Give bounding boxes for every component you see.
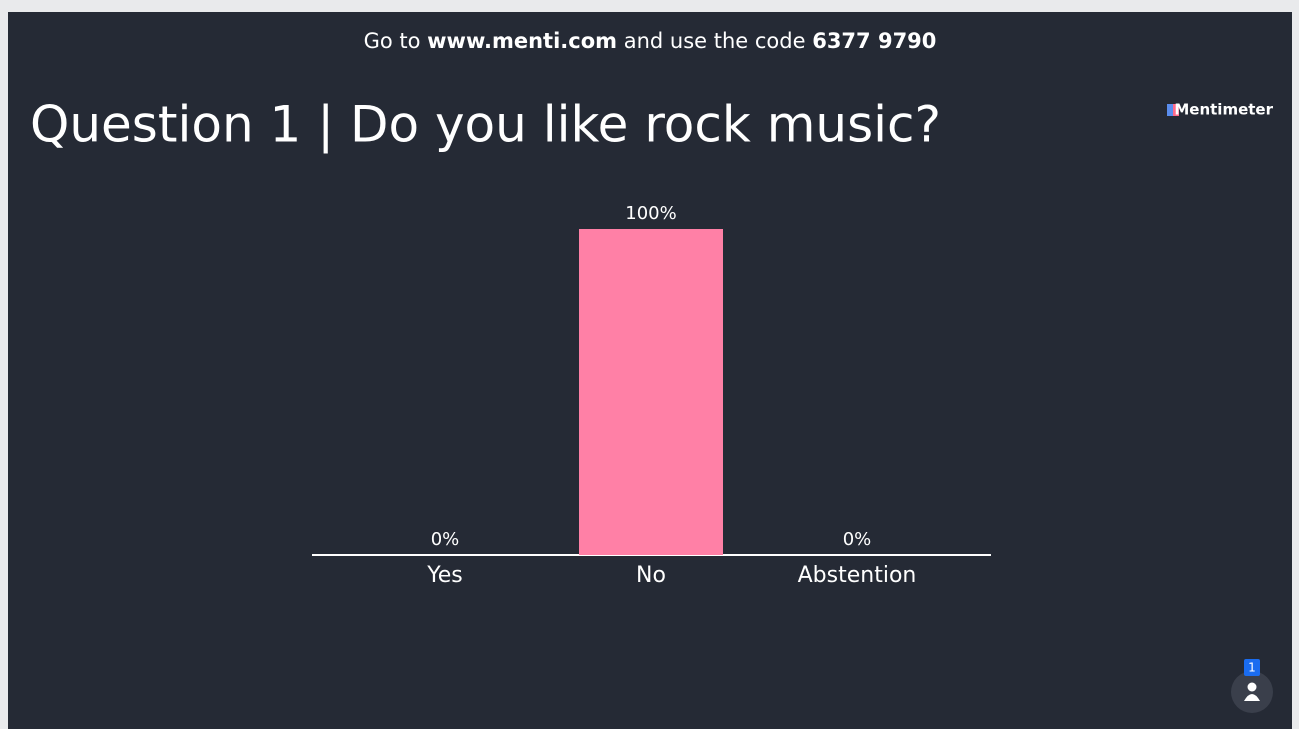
person-icon [1247, 682, 1257, 692]
participant-count: 1 [1248, 661, 1256, 675]
person-icon [1244, 694, 1260, 701]
join-code: 6377 9790 [812, 29, 936, 53]
participant-button [1231, 671, 1273, 713]
logo-icon [1167, 104, 1173, 116]
bar [579, 229, 723, 555]
value-label: 0% [843, 529, 872, 550]
value-label: 0% [431, 529, 460, 550]
instruction-text: Go to [364, 29, 428, 53]
participant-counter: 1 [1231, 659, 1273, 713]
category-label: Abstention [798, 563, 917, 588]
site-url: www.menti.com [427, 29, 617, 53]
participant-badge [1244, 659, 1260, 676]
logo-icon [1173, 104, 1179, 116]
brand-name: Mentimeter [1174, 101, 1273, 119]
value-label: 100% [625, 203, 676, 224]
category-label: Yes [426, 563, 463, 588]
instruction-text: and use the code [617, 29, 812, 53]
category-label: No [636, 563, 666, 588]
question-title: Question 1 | Do you like rock music? [30, 96, 941, 154]
join-instructions: Go to www.menti.com and use the code 637… [364, 29, 937, 53]
brand-logo: Mentimeter [1167, 101, 1274, 119]
